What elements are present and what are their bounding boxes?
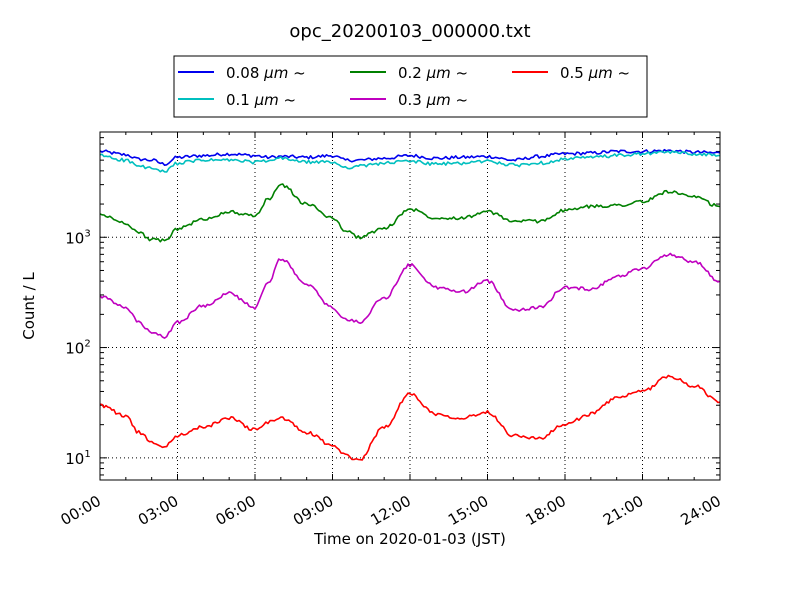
series-line [99,148,721,166]
y-tick-label: 102 [65,339,90,358]
legend-label-part: 0.2 [398,64,427,82]
y-axis-label: Count / L [20,272,38,340]
legend-label-part: 0.1 [226,91,255,109]
x-tick-label: 03:00 [135,492,181,529]
legend-frame [173,55,648,118]
y-tick-base: 10 [65,229,84,247]
y-tick-exponent: 2 [84,339,90,350]
legend-label-part: μm [263,64,288,82]
y-tick-exponent: 3 [84,228,90,239]
y-tick-label: 103 [65,228,90,247]
legend-label: 0.3 μm ~ [398,91,468,109]
legend-label-part: ~ [613,64,630,82]
y-tick-exponent: 1 [84,449,90,460]
y-tick-label: 101 [65,449,90,468]
x-tick-label: 21:00 [600,492,646,529]
legend-label-part: ~ [288,64,305,82]
series-line [99,252,721,339]
chart-title: opc_20200103_000000.txt [289,21,530,42]
x-tick-label: 09:00 [290,492,336,529]
legend-label: 0.2 μm ~ [398,64,468,82]
x-tick-label: 15:00 [445,492,491,529]
legend-label-part: ~ [451,64,468,82]
legend-label-part: ~ [451,91,468,109]
series-lines [99,148,721,461]
x-tick-label: 24:00 [678,492,724,529]
x-axis-label: Time on 2020-01-03 (JST) [313,530,506,548]
series-line [99,150,720,173]
legend-label: 0.1 μm ~ [226,91,296,109]
y-tick-base: 10 [65,450,84,468]
x-tick-label: 18:00 [523,492,569,529]
y-tick-base: 10 [65,340,84,358]
legend-label-part: 0.3 [398,91,427,109]
x-tick-label: 06:00 [213,492,259,529]
legend-label-part: μm [254,91,279,109]
x-tick-label: 12:00 [368,492,414,529]
x-tick-label: 00:00 [58,492,104,529]
series-line [99,374,721,461]
legend-label: 0.08 μm ~ [226,64,306,82]
legend-label-part: μm [588,64,613,82]
legend-label-part: 0.5 [560,64,589,82]
grid [100,132,720,480]
series-line [99,183,721,243]
legend-label-part: μm [426,91,451,109]
legend-label-part: μm [426,64,451,82]
plot-area: 00:00 03:00 06:00 09:00 12:00 15:00 18:00 21:00… [58,131,724,529]
legend-label-part: 0.08 [226,64,264,82]
legend-label: 0.5 μm ~ [560,64,630,82]
legend-label-part: ~ [279,91,296,109]
legend: 0.08 μm ~0.1 μm ~0.2 μm ~0.3 μm ~0.5 μm … [173,55,648,118]
